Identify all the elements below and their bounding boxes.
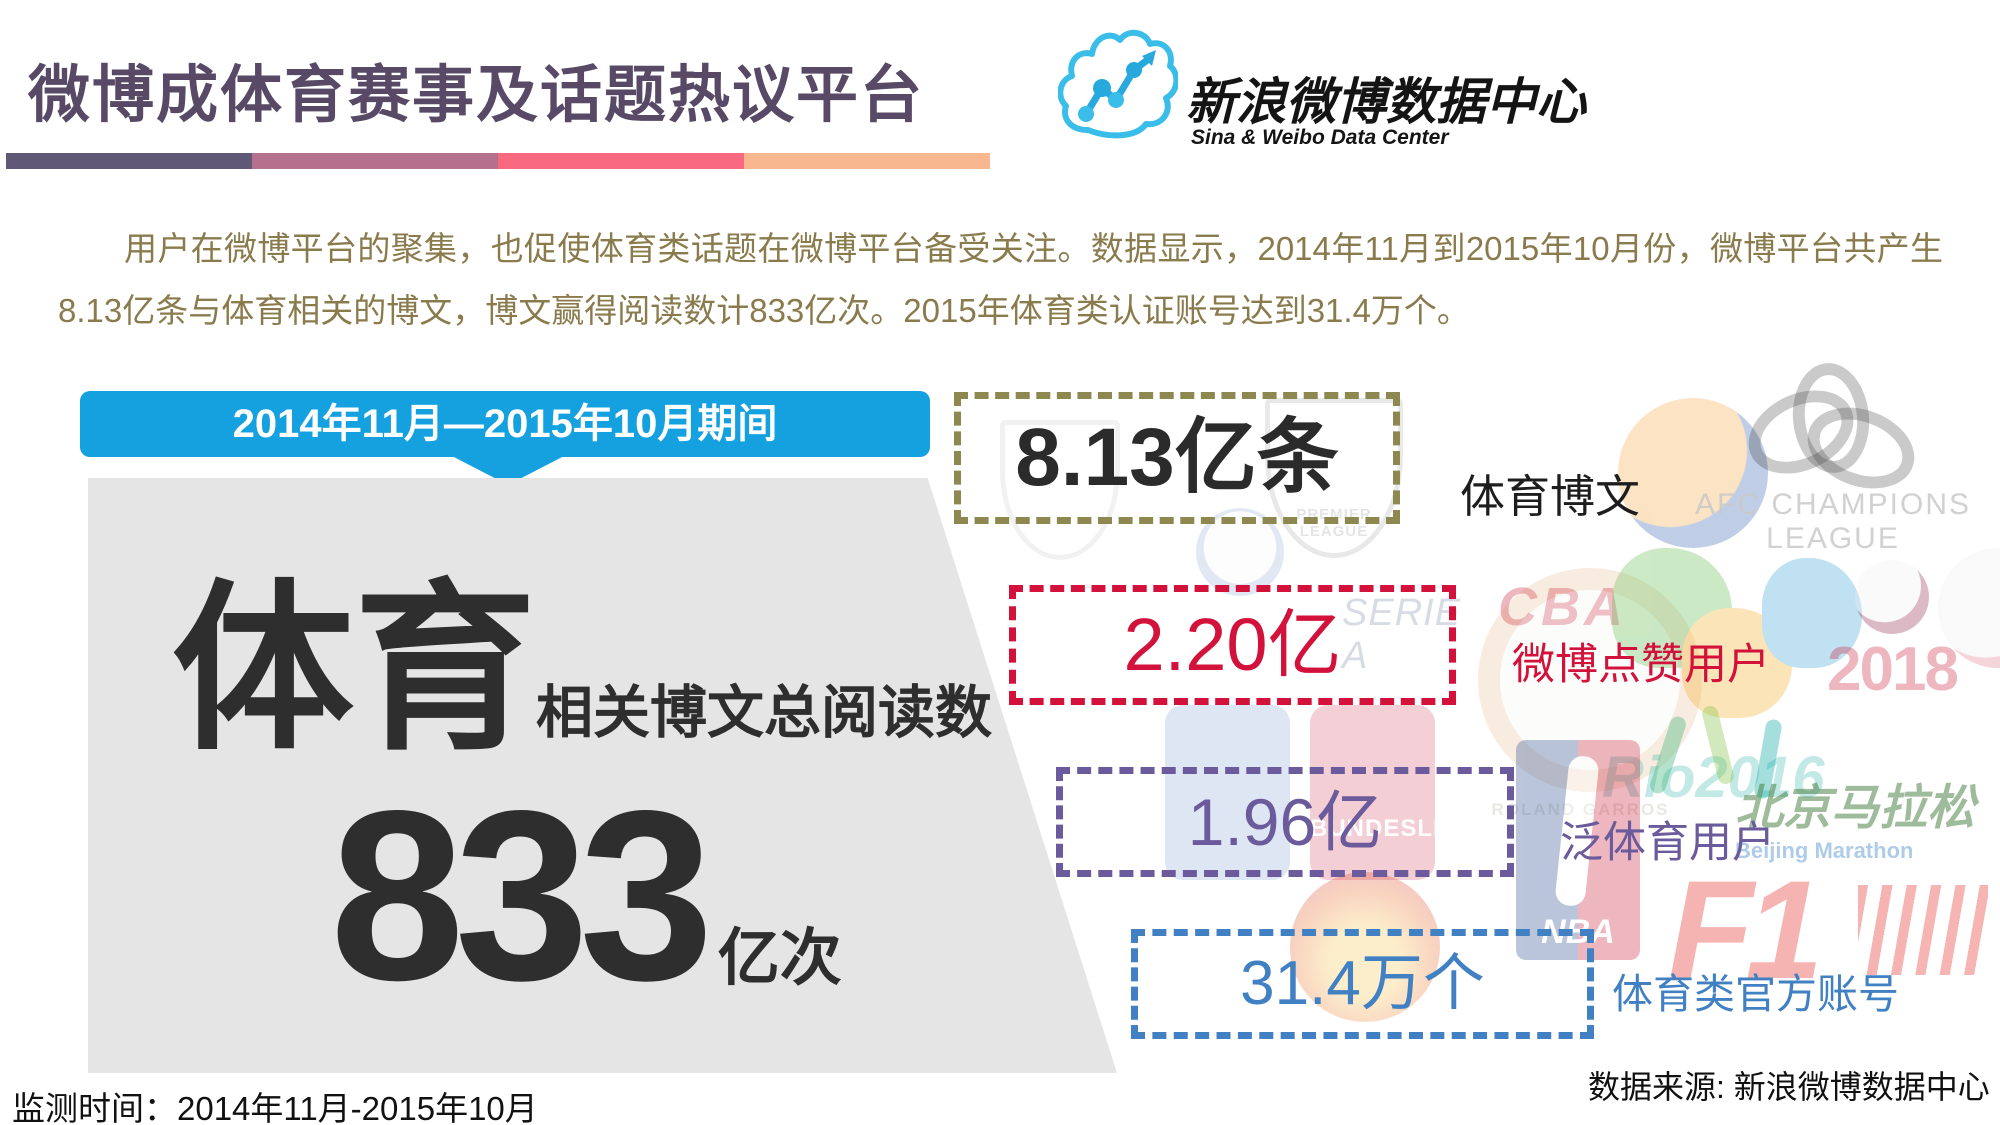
stat-value: 8.13亿条 xyxy=(1015,412,1339,503)
sports-app-tile-icon xyxy=(1165,705,1290,880)
monitor-time-note: 监测时间：2014年11月-2015年10月 xyxy=(12,1090,538,1125)
beijing-marathon-logo: 北京马拉松 Beijing Marathon xyxy=(1735,768,1995,878)
stat-box-official-accounts: 31.4万个 xyxy=(1131,929,1594,1039)
stat-value: 2.20亿 xyxy=(1123,603,1342,686)
logo-subtitle: Sina & Weibo Data Center xyxy=(1191,126,1449,149)
afc-text: AFC CHAMPIONS LEAGUE xyxy=(1694,488,1972,555)
afc-champions-league-icon: AFC CHAMPIONS LEAGUE xyxy=(1688,359,1978,578)
sina-weibo-data-center-logo: 新浪微博数据中心 Sina & Weibo Data Center xyxy=(1058,24,1938,164)
basketball-icon xyxy=(1618,398,1768,548)
stat-value: 1.96亿 xyxy=(1187,785,1383,859)
divider-segment xyxy=(6,153,252,169)
stat-label-pan-sport-users: 泛体育用户 xyxy=(1560,819,1775,867)
nba-logo-icon: NBA xyxy=(1516,740,1640,960)
rio2016-text: Rio2016 xyxy=(1602,745,1825,810)
csl-flame-icon xyxy=(1290,872,1440,1022)
roland-garros-text: ROLAND GARROS xyxy=(1491,800,1670,819)
stat-label-official-accounts: 体育类官方账号 xyxy=(1612,971,1899,1017)
serie-a-text: SERIE A xyxy=(1342,592,1462,677)
highlight-keyword-row: 体育相关博文总阅读数 xyxy=(172,578,992,760)
divider-segment xyxy=(744,153,990,169)
fifa-2018-text: 2018 xyxy=(1827,635,1959,704)
highlight-value: 833 xyxy=(330,761,714,1031)
stat-box-like-users: 2.20亿 xyxy=(1009,585,1456,705)
stat-value: 31.4万个 xyxy=(1240,949,1485,1018)
intro-paragraph: 用户在微博平台的聚集，也促使体育类话题在微博平台备受关注。数据显示，2014年1… xyxy=(58,230,1943,329)
highlight-metric-label: 相关博文总阅读数 xyxy=(536,681,992,745)
data-source-note: 数据来源: 新浪微博数据中心 xyxy=(1588,1069,1990,1105)
highlight-unit: 亿次 xyxy=(717,924,842,993)
period-banner: 2014年11月—2015年10月期间 xyxy=(80,391,930,457)
highlight-value-row: 833 亿次 xyxy=(330,775,842,1017)
generic-crest-icon xyxy=(1000,420,1120,560)
beijing-marathon-subtitle: Beijing Marathon xyxy=(1735,838,1914,863)
fifa-2018-icon: 2018 xyxy=(1812,560,1972,710)
f1-logo-icon: F1 xyxy=(1668,855,1998,1035)
stat-box-sport-posts: 8.13亿条 xyxy=(954,392,1400,524)
afc-swirl-icon xyxy=(1688,359,1978,503)
f1-text: F1 xyxy=(1668,851,1823,1008)
divider-segment xyxy=(498,153,744,169)
logo-name: 新浪微博数据中心 xyxy=(1186,74,1586,130)
stat-box-pan-sport-users: 1.96亿 xyxy=(1056,767,1514,877)
roland-garros-icon: ROLAND GARROS xyxy=(1478,560,1702,828)
highlight-keyword: 体育 xyxy=(172,567,536,771)
stat-label-sport-posts: 体育博文 xyxy=(1460,471,1641,522)
beijing-marathon-text: 北京马拉松 xyxy=(1735,782,1976,835)
stat-label-like-users: 微博点赞用户 xyxy=(1512,641,1770,689)
cloud-trend-icon xyxy=(1058,29,1178,139)
highlight-panel xyxy=(88,478,1117,1073)
page-title: 微博成体育赛事及话题热议平台 xyxy=(28,61,925,130)
rio2016-icon: Rio2016 xyxy=(1592,548,1912,838)
period-banner-label: 2014年11月—2015年10月期间 xyxy=(232,402,778,446)
divider-segment xyxy=(252,153,498,169)
f1-speed-lines-icon xyxy=(1858,885,1988,975)
worldcup-ball-icon xyxy=(1855,560,1929,634)
bundesliga-tile-icon: BUNDESLIGA xyxy=(1310,705,1478,880)
